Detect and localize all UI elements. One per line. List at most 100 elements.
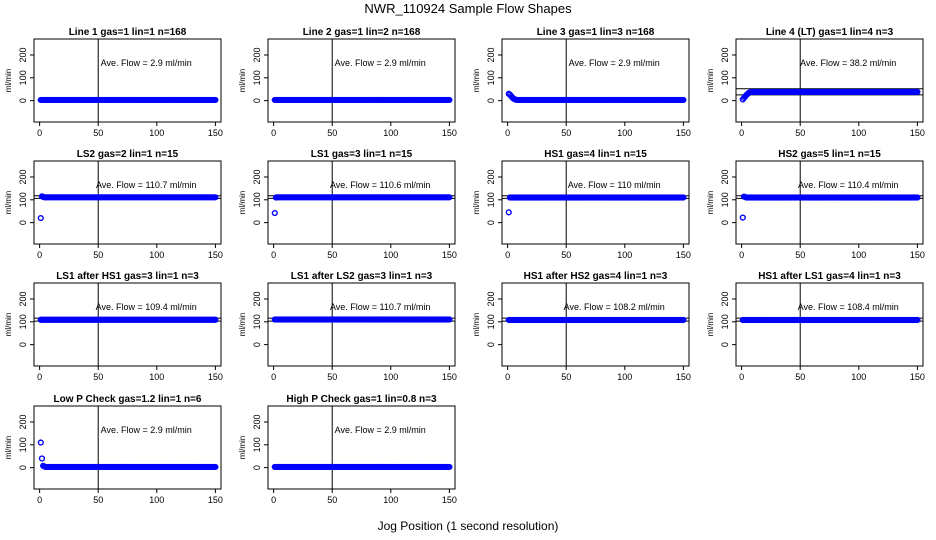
x-tick-label: 50 [561,372,571,382]
x-tick-label: 50 [327,128,337,138]
average-flow-annotation: Ave. Flow = 2.9 ml/min [101,425,192,435]
x-tick-label: 150 [442,128,457,138]
plot-frame [501,282,690,367]
data-point [914,88,921,96]
x-tick-label: 100 [149,250,164,260]
subplot-title: LS1 after LS2 gas=3 lin=1 n=3 [291,271,433,282]
y-tick-label: 200 [18,414,28,429]
y-tick-label: 0 [252,465,262,470]
x-tick-label: 100 [617,372,632,382]
x-tick-label: 0 [505,250,510,260]
data-points [271,194,453,217]
subplot-title: HS2 gas=5 lin=1 n=15 [778,149,881,160]
x-tick-label: 50 [795,372,805,382]
subplot: Low P Check gas=1.2 lin=1 n=6 0 50 100 150 0 1… [4,394,223,505]
y-tick-label: 100 [252,192,262,207]
y-tick-label: 200 [720,291,730,306]
x-tick-label: 100 [383,128,398,138]
data-points [739,88,921,103]
x-tick-label: 50 [561,128,571,138]
x-tick-label: 0 [271,250,276,260]
data-point [739,214,746,221]
y-tick-label: 0 [18,342,28,347]
subplot-title: HS1 after LS1 gas=4 lin=1 n=3 [758,271,901,282]
subplot: LS1 gas=3 lin=1 n=15 0 50 100 150 0 100 200 ml/m… [238,149,457,260]
plot-frame [501,160,690,245]
x-tick-label: 150 [676,250,691,260]
x-tick-label: 0 [37,250,42,260]
y-tick-label: 200 [486,169,496,184]
x-tick-label: 50 [327,250,337,260]
subplot-title: HS1 after HS2 gas=4 lin=1 n=3 [524,271,668,282]
y-tick-label: 100 [720,192,730,207]
y-tick-label: 200 [252,291,262,306]
data-point [446,96,453,104]
x-tick-label: 50 [561,250,571,260]
x-tick-label: 50 [93,372,103,382]
data-point [914,194,921,201]
y-tick-label: 100 [486,192,496,207]
subplot-title: Low P Check gas=1.2 lin=1 n=6 [54,394,202,405]
plot-frame [33,38,222,123]
x-tick-label: 100 [617,250,632,260]
data-points [271,316,453,323]
x-tick-label: 150 [442,372,457,382]
y-axis-label: ml/min [4,436,13,460]
data-points [739,193,921,221]
plot-frame [735,38,924,123]
y-axis-label: ml/min [238,313,247,337]
data-points [37,316,219,323]
data-points [505,316,687,324]
x-tick-label: 0 [271,128,276,138]
subplot: LS1 after HS1 gas=3 lin=1 n=3 0 50 100 150 0 1… [4,271,223,382]
data-point [37,214,44,222]
x-tick-label: 0 [37,128,42,138]
y-tick-label: 100 [720,314,730,329]
x-tick-label: 150 [910,372,925,382]
y-axis-label: ml/min [472,191,481,215]
y-tick-label: 0 [18,465,28,470]
data-point [38,455,46,462]
x-tick-label: 100 [149,128,164,138]
y-tick-label: 100 [720,70,730,85]
y-tick-label: 0 [486,98,496,103]
subplot-title: Line 2 gas=1 lin=2 n=168 [303,27,421,38]
data-point [446,316,453,323]
x-tick-label: 0 [739,250,744,260]
x-tick-label: 150 [910,128,925,138]
x-tick-label: 100 [149,495,164,505]
average-flow-annotation: Ave. Flow = 108.2 ml/min [564,302,665,312]
y-tick-label: 200 [486,47,496,62]
plot-frame [267,160,456,245]
average-flow-annotation: Ave. Flow = 110.4 ml/min [798,180,898,190]
x-tick-label: 50 [93,250,103,260]
y-tick-label: 100 [18,314,28,329]
plot-frame [735,160,924,245]
y-tick-label: 0 [486,342,496,347]
plot-frame [33,282,222,367]
average-flow-annotation: Ave. Flow = 110.7 ml/min [96,180,196,190]
x-tick-label: 0 [739,128,744,138]
y-tick-label: 0 [252,98,262,103]
y-tick-label: 200 [252,169,262,184]
subplot: High P Check gas=1 lin=0.8 n=3 0 50 100 150 0… [238,394,457,505]
subplot: Line 2 gas=1 lin=2 n=168 0 50 100 150 0 100 200… [238,27,457,138]
y-axis-label: ml/min [238,191,247,215]
y-tick-label: 200 [252,414,262,429]
y-tick-label: 200 [18,169,28,184]
y-tick-label: 100 [18,192,28,207]
data-point [212,316,219,323]
average-flow-annotation: Ave. Flow = 38.2 ml/min [800,58,896,68]
x-tick-label: 150 [676,372,691,382]
average-flow-annotation: Ave. Flow = 2.9 ml/min [335,58,426,68]
y-axis-label: ml/min [4,191,13,215]
y-tick-label: 0 [486,220,496,225]
y-tick-label: 0 [252,342,262,347]
subplot: HS1 after HS2 gas=4 lin=1 n=3 0 50 100 150 0 1… [472,271,691,382]
plot-frame [267,38,456,123]
x-tick-label: 150 [442,250,457,260]
x-tick-label: 150 [208,250,223,260]
y-tick-label: 200 [18,291,28,306]
subplot-title: High P Check gas=1 lin=0.8 n=3 [286,394,437,405]
